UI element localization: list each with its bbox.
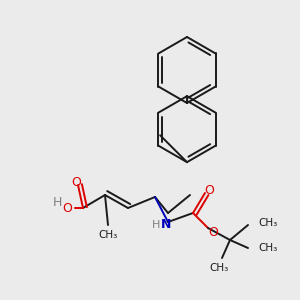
Text: O: O (71, 176, 81, 188)
Text: H: H (52, 196, 62, 209)
Text: O: O (62, 202, 72, 215)
Text: CH₃: CH₃ (258, 243, 277, 253)
Text: H: H (152, 220, 160, 230)
Text: CH₃: CH₃ (258, 218, 277, 228)
Text: O: O (204, 184, 214, 196)
Text: CH₃: CH₃ (209, 263, 229, 273)
Text: N: N (161, 218, 171, 232)
Text: O: O (208, 226, 218, 239)
Text: CH₃: CH₃ (98, 230, 118, 240)
